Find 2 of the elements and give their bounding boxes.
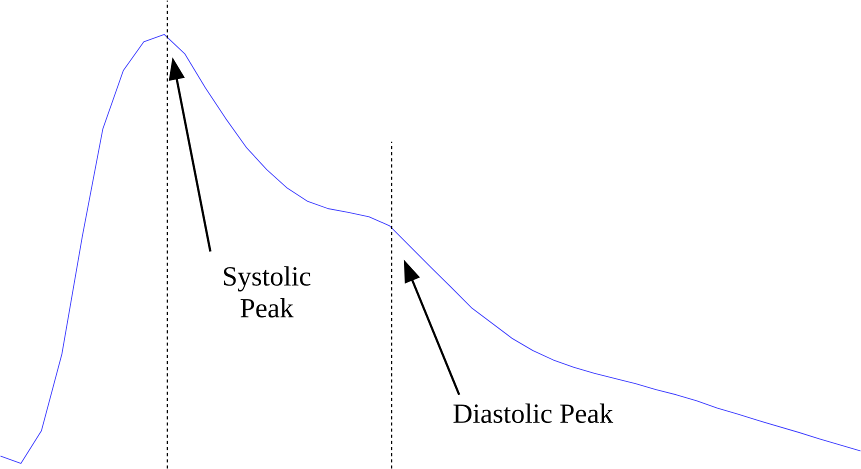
annotation: Diastolic Peak <box>453 403 614 423</box>
annotation: Systolic Peak <box>224 266 310 318</box>
